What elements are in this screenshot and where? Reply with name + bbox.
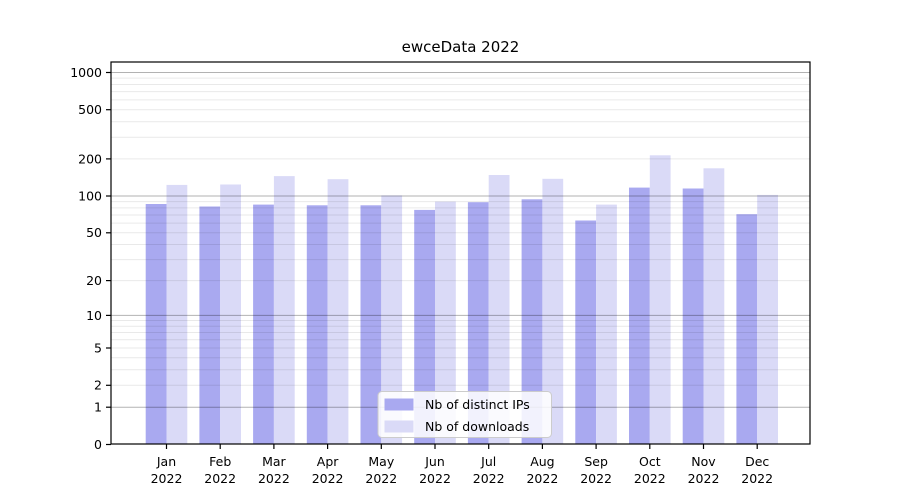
- bar-distinct-ips-may: [360, 205, 382, 444]
- x-tick-label: Jun 2022: [419, 454, 451, 486]
- bar-downloads-may: [381, 195, 403, 444]
- bar-distinct-ips-jan: [145, 204, 167, 444]
- x-tick-label: Sep 2022: [580, 454, 612, 486]
- x-tick-label: Oct 2022: [634, 454, 666, 486]
- bar-distinct-ips-nov: [682, 188, 704, 444]
- bar-downloads-dec: [757, 194, 778, 444]
- x-tick-label: Jul 2022: [473, 454, 505, 486]
- y-tick-label: 0: [94, 437, 102, 452]
- chart-title: ewceData 2022: [402, 38, 520, 56]
- bar-downloads-mar: [273, 176, 295, 444]
- x-tick-label: Feb 2022: [204, 454, 236, 486]
- x-tick-label: Dec 2022: [741, 454, 773, 486]
- axes-layer: 0 1 2 5 10 20 50 100 200 500 1000 Jan 2022 Feb 2022 Mar…: [70, 61, 811, 486]
- bar-distinct-ips-aug: [521, 199, 543, 444]
- legend-box: [377, 391, 552, 438]
- bar-distinct-ips-dec: [736, 214, 758, 444]
- y-tick-label: 20: [86, 273, 102, 288]
- bar-downloads-nov: [703, 168, 725, 445]
- x-tick-label: Aug 2022: [526, 454, 558, 486]
- x-tick-label: Jan 2022: [151, 454, 183, 486]
- bar-distinct-ips-jul: [467, 202, 489, 444]
- x-tick-label: May 2022: [365, 454, 397, 486]
- bar-distinct-ips-oct: [629, 187, 650, 444]
- x-tick-label: Mar 2022: [258, 454, 290, 486]
- y-tick-label: 200: [78, 151, 102, 166]
- bar-distinct-ips-apr: [306, 205, 328, 444]
- bar-distinct-ips-mar: [253, 204, 274, 444]
- bar-downloads-feb: [220, 184, 241, 444]
- x-tick-label: Nov 2022: [688, 454, 720, 486]
- y-tick-label: 2: [94, 378, 102, 393]
- y-tick-label: 1: [94, 400, 102, 415]
- bar-downloads-apr: [327, 179, 349, 444]
- bar-downloads-jul: [488, 175, 510, 444]
- legend-swatch-distinct-ips: [384, 398, 414, 411]
- y-tick-label: 100: [78, 188, 102, 203]
- legend: Nb of distinct IPs Nb of downloads: [377, 391, 552, 438]
- bars-layer: [145, 155, 778, 445]
- bar-distinct-ips-feb: [199, 206, 221, 444]
- legend-swatch-downloads: [384, 420, 414, 433]
- legend-label-distinct-ips: Nb of distinct IPs: [425, 397, 530, 412]
- bar-distinct-ips-jun: [414, 209, 435, 444]
- x-tick-label: Apr 2022: [312, 454, 344, 486]
- bar-downloads-aug: [542, 178, 564, 445]
- bar-downloads-oct: [649, 155, 671, 445]
- bar-downloads-jan: [166, 184, 188, 444]
- bar-downloads-sep: [596, 204, 617, 444]
- bar-distinct-ips-sep: [575, 220, 597, 444]
- y-tick-label: 5: [94, 340, 102, 355]
- y-tick-label: 1000: [70, 65, 102, 80]
- y-tick-label: 500: [78, 102, 102, 117]
- y-tick-label: 10: [86, 308, 102, 323]
- bar-downloads-jun: [435, 201, 456, 444]
- plot-frame: [110, 61, 811, 445]
- gridlines-layer: [111, 72, 810, 408]
- legend-label-downloads: Nb of downloads: [425, 419, 529, 434]
- y-tick-label: 50: [86, 225, 102, 240]
